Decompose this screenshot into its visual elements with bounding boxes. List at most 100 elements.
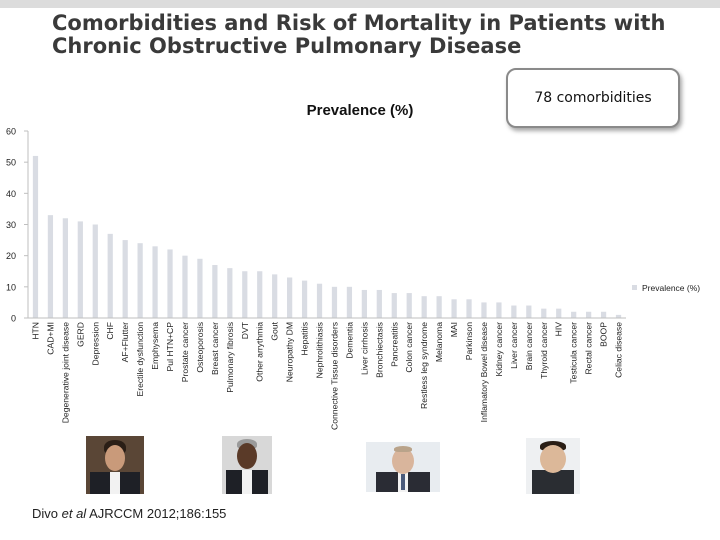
x-tick-label: Pul HTN+CP — [165, 322, 175, 372]
bar — [152, 246, 158, 318]
citation-et-al: et al — [61, 506, 87, 521]
bar — [571, 311, 577, 318]
bar — [600, 311, 607, 318]
x-tick-label: Colon cancer — [404, 322, 414, 373]
x-tick-label: Depression — [90, 322, 100, 366]
y-tick-label: 10 — [6, 282, 16, 292]
slide-title: Comorbidities and Risk of Mortality in P… — [52, 12, 692, 58]
x-tick-label: Emphysema — [150, 322, 160, 370]
x-tick-label: Liver cirrhosis — [359, 322, 369, 375]
bar — [301, 280, 308, 318]
x-tick-label: Testicula cancer — [569, 322, 579, 384]
bar — [541, 308, 547, 318]
y-tick-label: 20 — [6, 251, 16, 261]
bar — [556, 308, 562, 318]
x-tick-label: CHF — [105, 322, 115, 340]
bar — [376, 289, 382, 318]
x-tick-label: Neuropathy DM — [285, 322, 295, 382]
x-tick-label: DVT — [240, 321, 250, 339]
x-tick-label: Connective Tissue disorders — [329, 322, 339, 430]
y-tick-label: 30 — [6, 220, 16, 230]
x-tick-label: Parkinson — [464, 322, 474, 360]
bar — [316, 283, 323, 318]
slide-top-bar — [0, 0, 720, 8]
x-tick-label: BOOP — [599, 322, 609, 347]
bar — [137, 243, 143, 318]
bar — [107, 233, 113, 318]
portrait-photo-4 — [526, 438, 580, 494]
x-tick-label: Osteoporosis — [195, 322, 205, 373]
bar — [526, 305, 532, 318]
bar — [167, 249, 173, 318]
x-tick-label: Inflamatory Bowel disease — [479, 322, 489, 423]
x-tick-label: Nephrolithiasis — [315, 322, 325, 378]
portrait-photo-2 — [222, 436, 272, 494]
x-tick-label: GERD — [75, 322, 85, 347]
bar — [331, 286, 338, 318]
x-tick-label: Dementia — [344, 322, 354, 359]
x-tick-label: Hepatitis — [300, 322, 310, 355]
x-tick-label: HIV — [554, 322, 564, 337]
bar — [287, 277, 293, 318]
x-tick-label: Erectile dysfunction — [135, 322, 145, 397]
bar — [496, 302, 502, 318]
bar — [257, 271, 263, 318]
bar — [421, 296, 427, 318]
x-tick-label: Restless leg syndrome — [419, 322, 429, 409]
citation-suffix: AJRCCM 2012;186:155 — [86, 506, 227, 521]
bar — [586, 311, 592, 318]
bar — [436, 296, 442, 318]
x-tick-label: Other arrythmia — [255, 322, 265, 382]
y-tick-label: 50 — [6, 158, 16, 168]
bar — [272, 274, 278, 318]
x-tick-label: Breast cancer — [210, 322, 220, 375]
slide-title-line1: Comorbidities and Risk of Mortality in P… — [52, 11, 666, 35]
x-tick-label: Gout — [270, 321, 280, 340]
bar — [182, 255, 188, 318]
x-tick-label: Celiac disease — [614, 322, 624, 378]
portrait-photo-1 — [86, 436, 144, 494]
y-tick-label: 60 — [6, 127, 16, 137]
bar — [451, 299, 457, 318]
bar — [227, 268, 233, 318]
slide-title-line2: Chronic Obstructive Pulmonary Disease — [52, 34, 522, 58]
bar — [466, 299, 472, 318]
x-tick-label: Prostate cancer — [180, 322, 190, 382]
x-tick-label: Melanoma — [434, 322, 444, 362]
citation: Divo et al AJRCCM 2012;186:155 — [32, 506, 226, 521]
bar — [391, 293, 397, 318]
x-tick-label: HTN — [30, 322, 40, 340]
x-tick-label: Degenerative joint disease — [60, 322, 70, 423]
x-tick-label: AF+Flutter — [120, 322, 130, 362]
bar — [346, 286, 353, 318]
bar — [197, 258, 203, 318]
x-tick-label: Bronchiectasis — [374, 322, 384, 378]
bar — [62, 218, 68, 318]
bar — [511, 305, 517, 318]
bar — [481, 302, 487, 318]
x-tick-label: Pulmonary fibrosis — [225, 322, 235, 393]
bar — [122, 240, 128, 318]
y-tick-label: 40 — [6, 189, 16, 199]
bar — [615, 314, 622, 318]
x-tick-label: Thyroid cancer — [539, 322, 549, 379]
bar — [242, 271, 248, 318]
bar — [406, 293, 412, 318]
legend-swatch — [632, 285, 637, 290]
legend-label: Prevalence (%) — [642, 283, 700, 293]
bar — [361, 289, 367, 318]
portrait-photo-3 — [366, 442, 440, 492]
chart-title: Prevalence (%) — [307, 102, 414, 119]
x-tick-label: MAI — [449, 322, 459, 337]
comorbidities-count-badge: 78 comorbidities — [506, 68, 680, 128]
bar — [47, 215, 54, 318]
x-tick-label: Rectal cancer — [584, 322, 594, 375]
x-tick-label: Brain cancer — [524, 322, 534, 370]
x-tick-label: Pancreatitis — [389, 322, 399, 367]
bar — [92, 224, 98, 318]
citation-prefix: Divo — [32, 506, 62, 521]
bar — [77, 221, 83, 318]
x-tick-label: Kidney cancer — [494, 322, 504, 377]
x-tick-label: Liver cancer — [509, 322, 519, 369]
